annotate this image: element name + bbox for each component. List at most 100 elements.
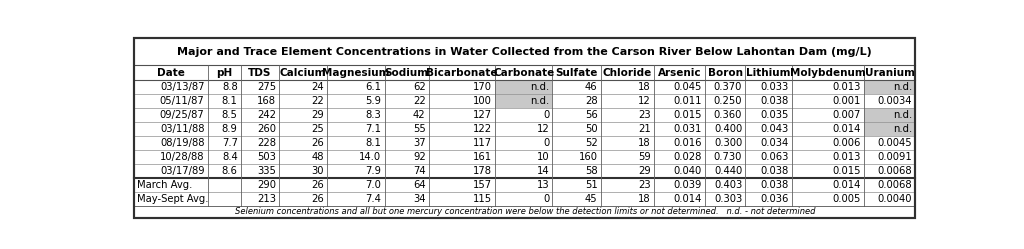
Text: 28: 28 xyxy=(585,96,598,106)
Text: 37: 37 xyxy=(413,138,426,148)
Text: Magnesium: Magnesium xyxy=(323,67,390,77)
Text: 45: 45 xyxy=(585,194,598,204)
Text: 7.9: 7.9 xyxy=(366,166,381,176)
Text: 0.033: 0.033 xyxy=(760,81,788,92)
Text: 0.250: 0.250 xyxy=(714,96,742,106)
Text: 115: 115 xyxy=(473,194,492,204)
Text: 59: 59 xyxy=(638,152,651,162)
Text: Selenium concentrations and all but one mercury concentration were below the det: Selenium concentrations and all but one … xyxy=(234,207,815,216)
Text: 0.035: 0.035 xyxy=(760,110,788,120)
Text: 09/25/87: 09/25/87 xyxy=(160,110,205,120)
Text: 503: 503 xyxy=(257,152,275,162)
Text: March Avg.: March Avg. xyxy=(137,180,193,190)
Text: Sulfate: Sulfate xyxy=(555,67,598,77)
Text: 03/11/88: 03/11/88 xyxy=(160,124,205,134)
Text: 127: 127 xyxy=(473,110,492,120)
Text: May-Sept Avg.: May-Sept Avg. xyxy=(137,194,208,204)
Bar xyxy=(864,122,915,136)
Text: 13: 13 xyxy=(537,180,549,190)
Text: 0.043: 0.043 xyxy=(760,124,788,134)
Text: 160: 160 xyxy=(579,152,598,162)
Text: 0.036: 0.036 xyxy=(760,194,788,204)
Text: 58: 58 xyxy=(585,166,598,176)
Text: 8.4: 8.4 xyxy=(222,152,238,162)
Text: 0.034: 0.034 xyxy=(760,138,788,148)
Text: 0.001: 0.001 xyxy=(833,96,861,106)
Text: n.d.: n.d. xyxy=(893,81,912,92)
Text: Carbonate: Carbonate xyxy=(494,67,554,77)
Text: 6.1: 6.1 xyxy=(366,81,381,92)
Text: 242: 242 xyxy=(257,110,275,120)
Text: 56: 56 xyxy=(585,110,598,120)
Text: 122: 122 xyxy=(473,124,492,134)
Text: 26: 26 xyxy=(311,138,325,148)
Text: 0.005: 0.005 xyxy=(833,194,861,204)
Text: 14.0: 14.0 xyxy=(359,152,381,162)
Text: 7.1: 7.1 xyxy=(366,124,381,134)
Text: Boron: Boron xyxy=(708,67,742,77)
Text: 0.006: 0.006 xyxy=(833,138,861,148)
Text: 290: 290 xyxy=(257,180,275,190)
Text: 7.4: 7.4 xyxy=(366,194,381,204)
Text: 26: 26 xyxy=(311,194,325,204)
Text: 0.007: 0.007 xyxy=(833,110,861,120)
Text: Major and Trace Element Concentrations in Water Collected from the Carson River : Major and Trace Element Concentrations i… xyxy=(177,47,872,57)
Text: Calcium: Calcium xyxy=(280,67,327,77)
Text: 0: 0 xyxy=(543,138,549,148)
Text: 0: 0 xyxy=(543,110,549,120)
Text: 7.0: 7.0 xyxy=(366,180,381,190)
Text: 228: 228 xyxy=(257,138,275,148)
Text: 24: 24 xyxy=(311,81,325,92)
Text: 92: 92 xyxy=(413,152,426,162)
Text: 0.360: 0.360 xyxy=(714,110,742,120)
Text: 0.039: 0.039 xyxy=(674,180,702,190)
Text: 0.031: 0.031 xyxy=(674,124,702,134)
Text: 0.038: 0.038 xyxy=(760,96,788,106)
Text: 0.0068: 0.0068 xyxy=(878,166,912,176)
Text: Molybdenum: Molybdenum xyxy=(790,67,865,77)
Text: 8.3: 8.3 xyxy=(366,110,381,120)
Text: 168: 168 xyxy=(257,96,275,106)
Text: 260: 260 xyxy=(257,124,275,134)
Text: 0.440: 0.440 xyxy=(714,166,742,176)
Text: 0.0045: 0.0045 xyxy=(878,138,912,148)
Text: Bicarbonate: Bicarbonate xyxy=(426,67,498,77)
Text: 0.011: 0.011 xyxy=(674,96,702,106)
Text: 0.013: 0.013 xyxy=(833,81,861,92)
Bar xyxy=(496,79,552,94)
Text: 8.5: 8.5 xyxy=(222,110,238,120)
Bar xyxy=(496,94,552,108)
Text: 170: 170 xyxy=(473,81,492,92)
Text: 0.013: 0.013 xyxy=(833,152,861,162)
Text: 8.9: 8.9 xyxy=(222,124,238,134)
Text: 23: 23 xyxy=(638,180,651,190)
Text: 12: 12 xyxy=(537,124,549,134)
Text: 25: 25 xyxy=(311,124,325,134)
Text: n.d.: n.d. xyxy=(893,124,912,134)
Text: Lithium: Lithium xyxy=(746,67,791,77)
Text: 8.1: 8.1 xyxy=(366,138,381,148)
Text: 50: 50 xyxy=(585,124,598,134)
Text: Date: Date xyxy=(157,67,185,77)
Text: 10: 10 xyxy=(537,152,549,162)
Text: Chloride: Chloride xyxy=(603,67,652,77)
Text: 0.014: 0.014 xyxy=(674,194,702,204)
Text: 12: 12 xyxy=(638,96,651,106)
Text: 55: 55 xyxy=(413,124,426,134)
Text: 22: 22 xyxy=(311,96,325,106)
Text: 0.300: 0.300 xyxy=(714,138,742,148)
Text: 26: 26 xyxy=(311,180,325,190)
Text: 62: 62 xyxy=(413,81,426,92)
Text: 18: 18 xyxy=(638,81,651,92)
Text: 34: 34 xyxy=(413,194,426,204)
Text: 7.7: 7.7 xyxy=(222,138,238,148)
Text: 161: 161 xyxy=(473,152,492,162)
Text: n.d.: n.d. xyxy=(530,81,549,92)
Text: 0.730: 0.730 xyxy=(714,152,742,162)
Text: 29: 29 xyxy=(311,110,325,120)
Text: 08/19/88: 08/19/88 xyxy=(160,138,205,148)
Text: 03/13/87: 03/13/87 xyxy=(160,81,205,92)
Text: 0.015: 0.015 xyxy=(674,110,702,120)
Text: 100: 100 xyxy=(473,96,492,106)
Text: 0.063: 0.063 xyxy=(760,152,788,162)
